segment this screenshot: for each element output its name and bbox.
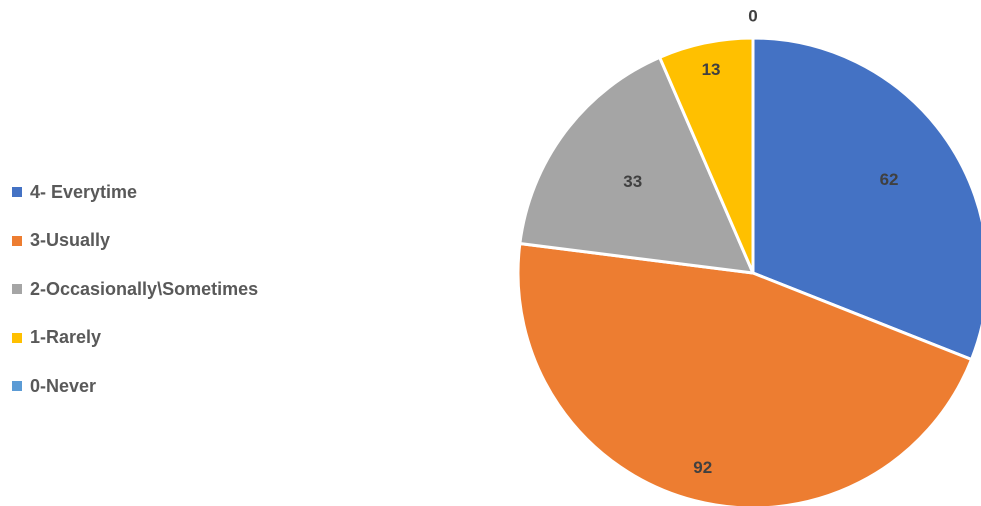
pie-slice-occasionally — [518, 55, 756, 275]
legend-swatch — [12, 235, 22, 246]
legend-swatch — [12, 187, 22, 198]
legend-item-usually: 3-Usually — [12, 217, 258, 266]
data-label-everytime: 62 — [880, 170, 899, 189]
legend-label: 2-Occasionally\Sometimes — [30, 278, 259, 299]
data-label-rarely: 13 — [702, 60, 721, 79]
pie-slice-usually — [516, 241, 974, 506]
data-label-never: 0 — [748, 6, 757, 25]
legend-label: 4- Everytime — [30, 181, 138, 202]
legend-swatch — [12, 284, 22, 295]
chart-legend: 4- Everytime 3-Usually 2-Occasionally\So… — [12, 168, 258, 411]
pie-slice-rarely — [657, 36, 755, 274]
legend-label: 1-Rarely — [30, 327, 102, 348]
legend-item-rarely: 1-Rarely — [12, 314, 258, 363]
legend-label: 3-Usually — [30, 230, 111, 251]
legend-swatch — [12, 332, 22, 343]
data-label-occasionally: 33 — [623, 172, 642, 191]
legend-swatch — [12, 381, 22, 392]
legend-label: 0-Never — [30, 375, 97, 396]
legend-item-never: 0-Never — [12, 362, 258, 411]
data-label-usually: 92 — [693, 458, 712, 477]
legend-item-everytime: 4- Everytime — [12, 168, 258, 217]
pie-slice-everytime — [751, 36, 981, 362]
legend-item-occasionally: 2-Occasionally\Sometimes — [12, 265, 258, 314]
